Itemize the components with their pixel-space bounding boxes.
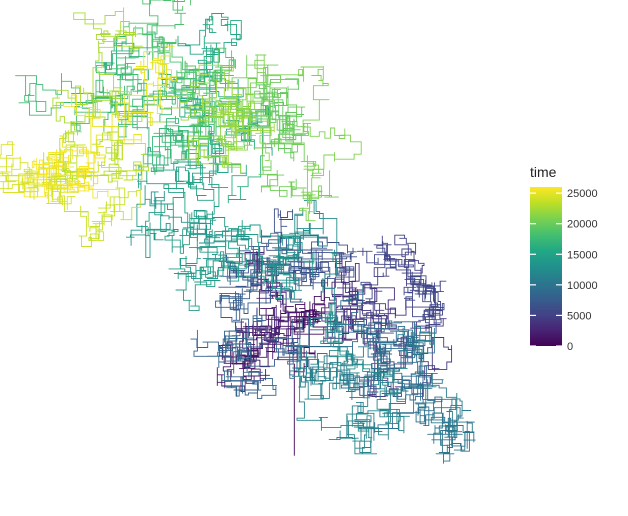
plot-area (0, 0, 476, 464)
walk-segment (268, 200, 371, 372)
walk-segment (404, 382, 476, 464)
walk-segment (168, 225, 275, 312)
walk-segment (15, 56, 177, 138)
legend-tick-label: 20000 (567, 219, 598, 231)
walk-segment (23, 146, 119, 199)
walk-segment (52, 7, 166, 136)
walk-segment (123, 0, 236, 88)
legend-title: time (530, 164, 557, 180)
walk-segment (59, 45, 177, 187)
legend-tick-label: 15000 (567, 249, 598, 261)
walk-segment (296, 320, 410, 455)
walk-segment (291, 344, 389, 443)
legend-tick-label: 5000 (567, 310, 591, 322)
walk-segment (238, 54, 362, 222)
legend-tick-label: 25000 (567, 188, 598, 200)
walk-segment (335, 283, 426, 399)
walk-segment (360, 234, 425, 390)
walk-segment (285, 315, 443, 433)
walk-segment (190, 326, 298, 400)
walk-segment (199, 229, 314, 300)
legend-colorbar (530, 187, 562, 346)
walk-segment (337, 323, 472, 438)
walk-segment (224, 55, 339, 198)
legend-tick-label: 10000 (567, 280, 598, 292)
legend-ticks: 0 5000 10000 15000 20000 25000 (530, 188, 598, 353)
walk-segment (261, 208, 357, 290)
legend: time 0 5000 10000 15000 20000 25000 (530, 164, 598, 353)
walk-segment (357, 241, 447, 334)
legend-tick-label: 0 (567, 341, 573, 353)
walk-segment (126, 185, 315, 263)
walk-segment (40, 126, 149, 193)
walk-segment (153, 64, 275, 173)
walk-segment (134, 147, 228, 254)
